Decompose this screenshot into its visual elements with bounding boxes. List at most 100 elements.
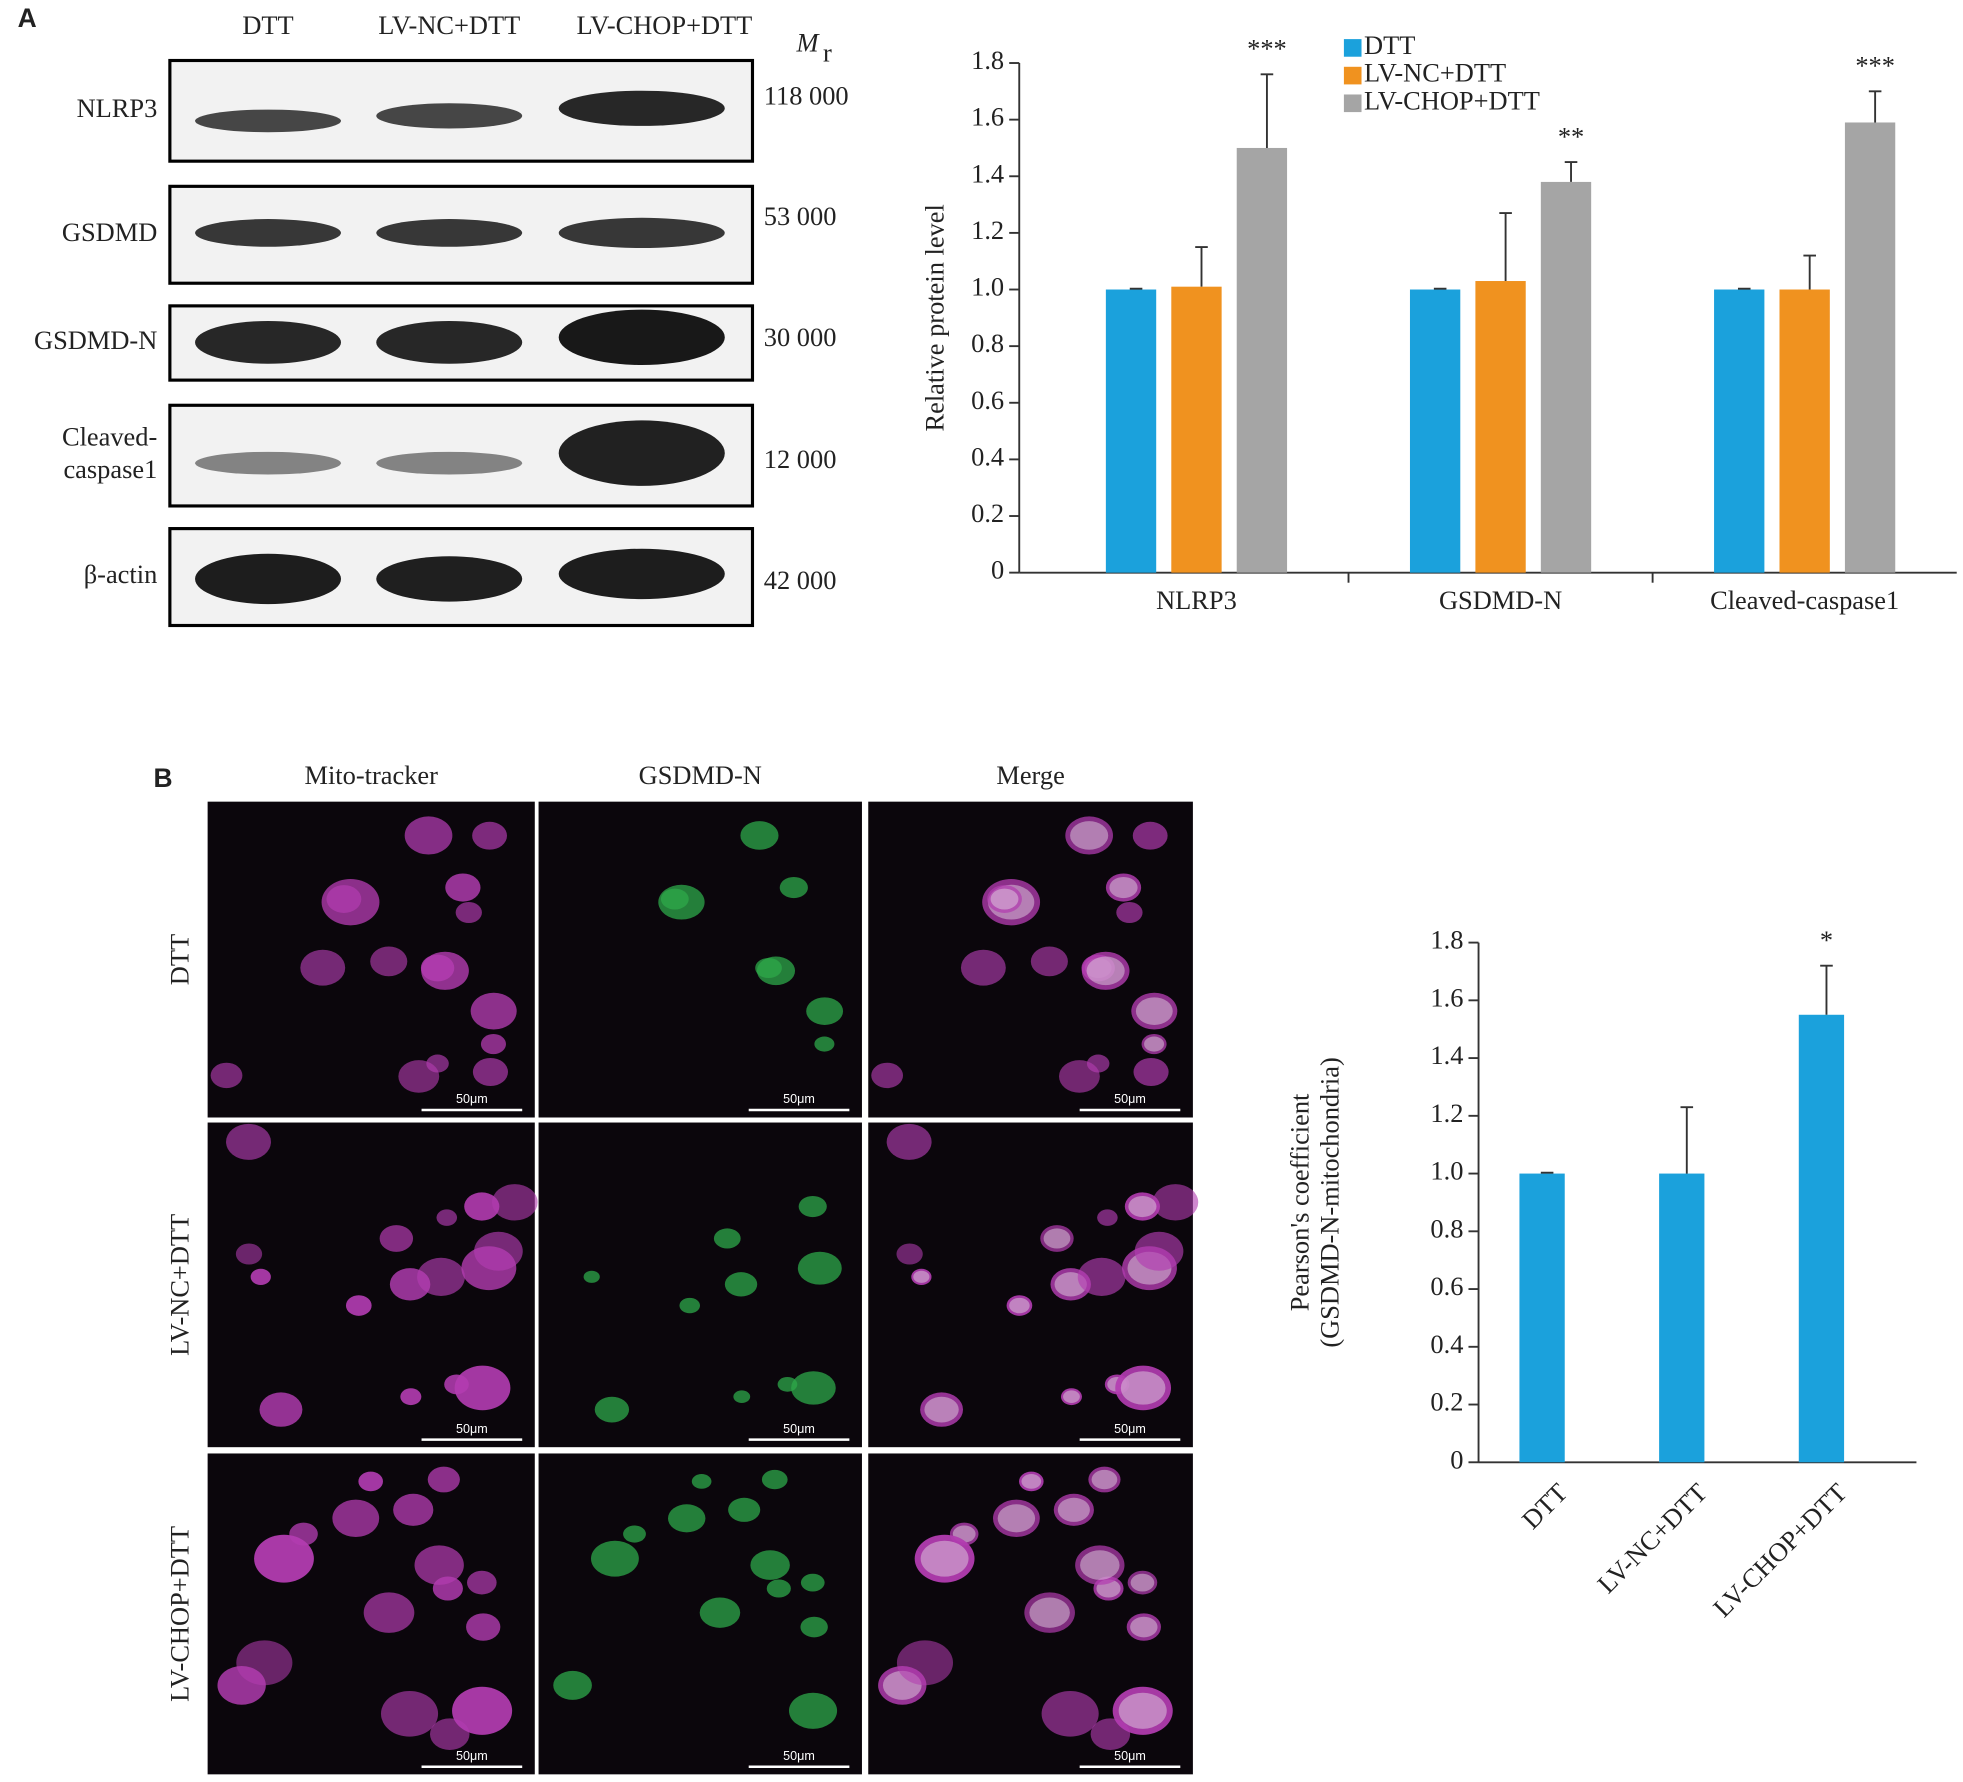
y-tick-label: 0.8 (1430, 1213, 1463, 1243)
cell (886, 1123, 932, 1160)
band (376, 451, 523, 475)
scale-label: 50μm (456, 1422, 488, 1436)
cell-green (913, 1270, 930, 1283)
cell-green (667, 1504, 706, 1533)
y-tick-label: 0.8 (971, 328, 1004, 358)
bar (1779, 289, 1830, 573)
error-bar (1540, 1171, 1554, 1174)
cell-green (750, 1550, 790, 1580)
cell-green (691, 1474, 712, 1489)
error-bar (1499, 212, 1512, 282)
cell-green (1128, 1195, 1157, 1218)
cell-green (1029, 1597, 1070, 1628)
error-bar (1195, 246, 1208, 287)
cell (454, 1365, 511, 1411)
cell (326, 885, 362, 913)
cell-green (800, 1616, 828, 1638)
cell (1097, 1209, 1118, 1226)
legend-label: LV-CHOP+DTT (1364, 85, 1540, 115)
cell-green (797, 1251, 842, 1285)
cell (300, 949, 346, 986)
y-tick-label: 1.6 (1430, 982, 1463, 1012)
cell-green (1086, 956, 1125, 986)
cell (370, 946, 408, 977)
row-label: LV-NC+DTT (165, 1214, 195, 1356)
cell-green (1009, 1297, 1030, 1314)
cell-green (733, 1390, 751, 1403)
mr-value: 12 000 (764, 444, 837, 474)
significance-label: ** (1558, 122, 1584, 152)
cell-green (1080, 1550, 1120, 1580)
bar (1171, 286, 1222, 573)
cell-green (806, 997, 844, 1025)
error-bar (1564, 161, 1578, 182)
band (558, 90, 725, 126)
row-label: GSDMD-N (34, 325, 157, 355)
band (195, 109, 342, 133)
column-label: Mito-tracker (304, 760, 438, 790)
cell (1116, 902, 1143, 924)
column-label: Merge (996, 760, 1064, 790)
cell (414, 1545, 464, 1585)
y-tick-label: 0 (991, 555, 1004, 585)
cell-green (788, 1692, 838, 1729)
y-tick-label: 1.2 (971, 215, 1004, 245)
cell (896, 1243, 923, 1265)
cell (226, 1123, 271, 1160)
cell (259, 1392, 303, 1427)
y-tick-label: 0 (1450, 1444, 1463, 1474)
cell (400, 1388, 422, 1406)
cell (429, 1718, 470, 1750)
legend-swatch (1343, 66, 1362, 85)
x-tick-label: NLRP3 (1156, 585, 1237, 615)
cell-green (713, 1228, 741, 1249)
bar (1844, 122, 1896, 573)
cell (445, 873, 481, 902)
cell-green (1063, 1390, 1080, 1403)
cell (1133, 1057, 1169, 1087)
significance-label: * (1820, 925, 1833, 955)
x-tick-label: GSDMD-N (1439, 585, 1562, 615)
cell-green (1057, 1497, 1090, 1522)
scale-label: 50μm (456, 1749, 488, 1763)
band (195, 553, 342, 605)
mr-value: 42 000 (764, 565, 837, 595)
bar (1714, 289, 1765, 573)
error-bar (1737, 287, 1751, 290)
scale-label: 50μm (1114, 1749, 1146, 1763)
y-tick-label: 1.6 (971, 102, 1004, 132)
cell (345, 1295, 372, 1316)
band (195, 320, 342, 364)
cell (871, 1062, 904, 1089)
cell (472, 821, 507, 850)
scale-label: 50μm (783, 1422, 815, 1436)
cell-green (623, 1525, 646, 1543)
panel-label: B (154, 763, 173, 793)
y-tick-label: 0.2 (1430, 1387, 1463, 1417)
cell (1041, 1690, 1099, 1737)
cell-green (766, 1579, 791, 1598)
cell-green (679, 1297, 701, 1314)
y-tick-label: 1.8 (971, 45, 1004, 75)
cell-green (997, 1504, 1036, 1533)
row-label: GSDMD (62, 217, 157, 247)
y-tick-label: 1.0 (971, 272, 1004, 302)
y-tick-label: 0.4 (1430, 1329, 1463, 1359)
scale-label: 50μm (456, 1092, 488, 1106)
cell (1030, 946, 1068, 977)
image-panel (538, 801, 862, 1118)
error-bar (1803, 254, 1816, 290)
cell (1090, 1718, 1131, 1750)
bar (1659, 1173, 1705, 1463)
y-tick-label: 0.4 (971, 441, 1004, 471)
cell (1134, 1231, 1184, 1271)
cell (480, 1034, 506, 1055)
panel-label: A (18, 3, 37, 33)
cell (436, 1209, 458, 1226)
cell-green (791, 1371, 836, 1405)
band (376, 320, 523, 364)
cell (960, 949, 1006, 986)
scale-label: 50μm (783, 1092, 815, 1106)
y-tick-label: 1.4 (971, 158, 1004, 188)
